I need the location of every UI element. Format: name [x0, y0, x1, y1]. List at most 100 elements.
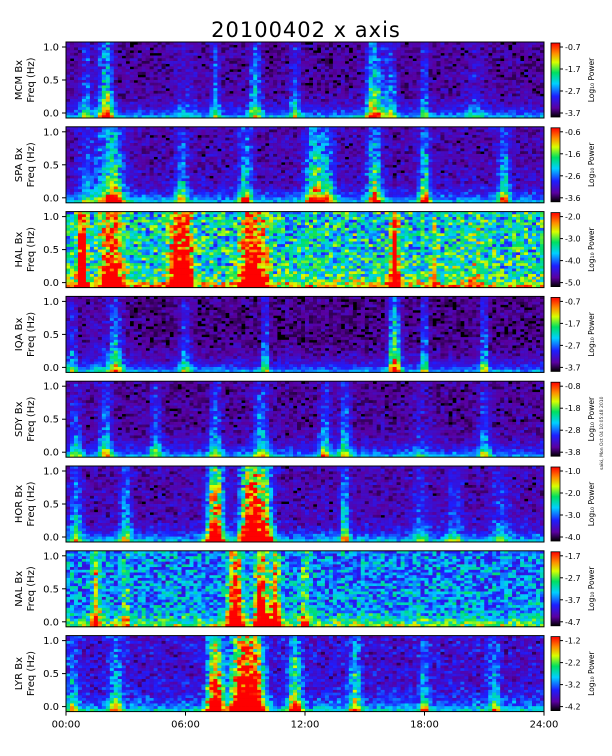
colorbar-tick-label: -1.6: [565, 150, 581, 159]
y-tick-label: 0.0: [43, 193, 59, 204]
colorbar-tick-label: -1.0: [565, 467, 581, 476]
colorbar: [551, 637, 560, 711]
spectrogram-cells: [66, 296, 544, 372]
y-tick-label: 0.0: [43, 109, 59, 120]
y-tick-label: 0.0: [43, 702, 59, 713]
colorbar-tick-label: -2.6: [565, 172, 581, 181]
colorbar-tick-label: -3.8: [565, 448, 581, 457]
station-label: MCM Bx: [14, 60, 25, 100]
colorbar-label: Log₁₀ Power: [587, 311, 596, 356]
y-tick-label: 0.5: [43, 584, 59, 595]
spectrogram-cells: [66, 127, 544, 203]
colorbar-label: Log₁₀ Power: [587, 566, 596, 611]
colorbar-tick-label: -0.7: [565, 297, 581, 306]
y-tick-label: 1.0: [43, 382, 59, 393]
colorbar-label: Log₁₀ Power: [587, 650, 596, 695]
colorbar-tick-label: -2.7: [565, 87, 581, 96]
colorbar-tick-label: -4.7: [565, 618, 581, 627]
y-tick-label: 0.5: [43, 76, 59, 87]
y-tick-label: 0.5: [43, 500, 59, 511]
colorbar-tick-label: -2.8: [565, 426, 581, 435]
frequency-axis-label: Freq (Hz): [26, 312, 37, 357]
x-tick-label: 18:00: [410, 720, 439, 731]
colorbar-tick-label: -3.7: [565, 596, 581, 605]
spectrogram-cells: [66, 212, 544, 288]
colorbar-label: Log₁₀ Power: [587, 396, 596, 441]
colorbar-tick-label: -3.7: [565, 109, 581, 118]
colorbar-tick-label: -2.0: [565, 489, 581, 498]
colorbar-label: Log₁₀ Power: [587, 142, 596, 187]
y-tick-label: 0.5: [43, 160, 59, 171]
colorbar-tick-label: -1.7: [565, 65, 581, 74]
spectrogram-cells: [66, 42, 544, 118]
station-label: SPA Bx: [14, 147, 25, 182]
colorbar: [551, 552, 560, 626]
spectrogram-cells: [66, 636, 544, 712]
y-tick-label: 1.0: [43, 636, 59, 647]
colorbar: [551, 467, 560, 541]
colorbar: [551, 43, 560, 117]
colorbar-label: Log₁₀ Power: [587, 481, 596, 526]
colorbar-tick-label: -1.8: [565, 404, 581, 413]
station-label: IQA Bx: [14, 318, 25, 352]
colorbar-tick-label: -2.2: [565, 659, 581, 668]
x-tick-label: 12:00: [291, 720, 320, 731]
frequency-axis-label: Freq (Hz): [26, 397, 37, 442]
colorbar-tick-label: -3.7: [565, 363, 581, 372]
station-label: NAL Bx: [14, 571, 25, 607]
panel-1: 0.0 0.5 1.0 MCM Bx Freq (Hz) -0.7 -1.7 -2.7 -3.7…: [14, 42, 596, 120]
colorbar: [551, 297, 560, 371]
colorbar-tick-label: -4.0: [565, 533, 581, 542]
y-tick-label: 1.0: [43, 551, 59, 562]
x-tick-label: 06:00: [171, 720, 200, 731]
colorbar-tick-label: -0.7: [565, 43, 581, 52]
y-tick-label: 0.0: [43, 617, 59, 628]
colorbar-label: Log₁₀ Power: [587, 226, 596, 271]
frequency-axis-label: Freq (Hz): [26, 142, 37, 187]
colorbar-tick-label: -4.2: [565, 703, 581, 712]
frequency-axis-label: Freq (Hz): [26, 481, 37, 526]
frequency-axis-label: Freq (Hz): [26, 227, 37, 272]
colorbar-tick-label: -0.6: [565, 128, 581, 137]
colorbar-tick-label: -0.8: [565, 382, 581, 391]
y-tick-label: 1.0: [43, 43, 59, 54]
y-tick-label: 0.0: [43, 278, 59, 289]
spectrogram-cells: [66, 551, 544, 627]
panel-2: 0.0 0.5 1.0 SPA Bx Freq (Hz) -0.6 -1.6 -2.6 -3.6…: [14, 127, 596, 205]
x-tick-label: 00:00: [52, 720, 81, 731]
frequency-axis-label: Freq (Hz): [26, 566, 37, 611]
timestamp-stamp: saiki, Mon Oct 04 10:05:48 2010: [598, 330, 610, 470]
y-tick-label: 0.0: [43, 448, 59, 459]
y-tick-label: 0.0: [43, 363, 59, 374]
colorbar-tick-label: -4.0: [565, 257, 581, 266]
colorbar-tick-label: -3.6: [565, 194, 581, 203]
station-label: SDY Bx: [14, 401, 25, 437]
station-label: HAL Bx: [14, 232, 25, 268]
y-tick-label: 1.0: [43, 467, 59, 478]
frequency-axis-label: Freq (Hz): [26, 651, 37, 696]
colorbar-tick-label: -3.0: [565, 511, 581, 520]
frequency-axis-label: Freq (Hz): [26, 57, 37, 102]
colorbar-tick-label: -2.7: [565, 341, 581, 350]
colorbar: [551, 213, 560, 287]
y-tick-label: 0.5: [43, 330, 59, 341]
colorbar-tick-label: -5.0: [565, 279, 581, 288]
colorbar-tick-label: -2.0: [565, 213, 581, 222]
colorbar: [551, 128, 560, 202]
colorbar: [551, 382, 560, 456]
colorbar-label: Log₁₀ Power: [587, 57, 596, 102]
colorbar-tick-label: -1.2: [565, 637, 581, 646]
x-tick-label: 24:00: [530, 720, 559, 731]
colorbar-tick-label: -1.7: [565, 319, 581, 328]
spectrogram-cells: [66, 381, 544, 457]
colorbar-tick-label: -1.7: [565, 552, 581, 561]
y-tick-label: 0.5: [43, 245, 59, 256]
y-tick-label: 1.0: [43, 127, 59, 138]
colorbar-tick-label: -2.7: [565, 574, 581, 583]
